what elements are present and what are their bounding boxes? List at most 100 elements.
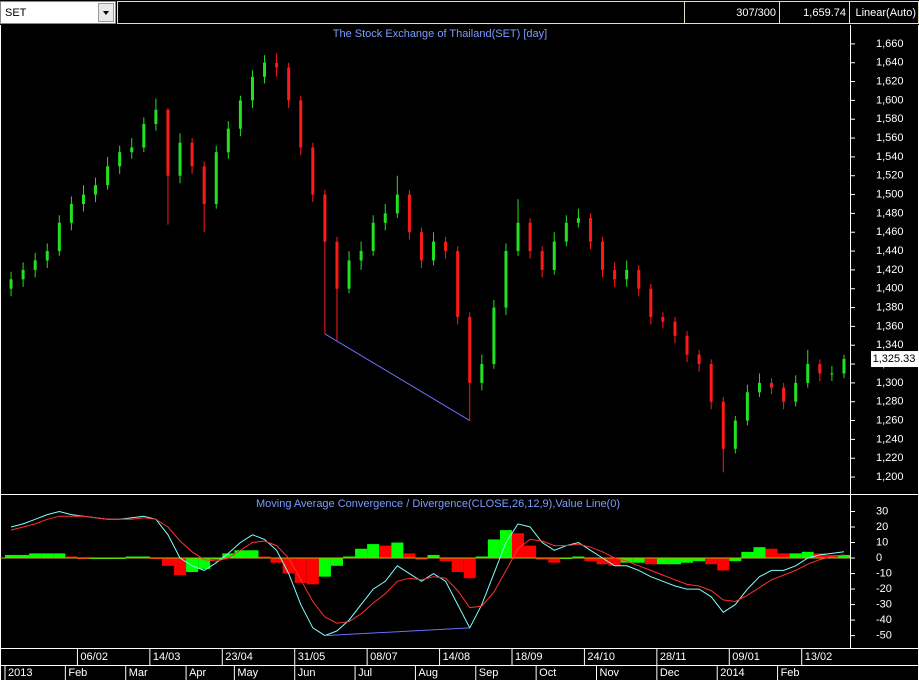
histogram-bar [512, 533, 525, 559]
header-box [117, 1, 685, 24]
histogram-bar [5, 554, 18, 559]
symbol-text[interactable]: SET [5, 7, 27, 19]
histogram-bar [246, 550, 259, 559]
candle-body [142, 123, 146, 148]
y-tick-label: 1,580 [876, 113, 904, 125]
candle-body [238, 100, 242, 129]
x-tick-label: 08/07 [370, 651, 398, 663]
x-month-label: May [237, 667, 258, 679]
histogram-bar [318, 558, 331, 577]
candle-body [407, 194, 411, 233]
candle-body [178, 142, 182, 176]
x-tick-label: 14/03 [153, 651, 181, 663]
x-month-label: Jul [358, 667, 372, 679]
histogram-bar [813, 553, 826, 559]
candle-body [45, 251, 49, 261]
candle-body [311, 147, 315, 195]
histogram-bar [330, 558, 343, 566]
histogram-bar [705, 558, 718, 565]
histogram-bar [681, 558, 694, 563]
candle-body [21, 269, 25, 280]
y-tick-label: 1,460 [876, 226, 904, 238]
histogram-bar [125, 556, 138, 559]
histogram-bar [137, 556, 150, 559]
histogram-bar [222, 553, 235, 559]
histogram-bar [282, 558, 295, 574]
y-tick-label: 1,500 [876, 188, 904, 200]
x-month-label: Sep [479, 667, 499, 679]
histogram-bar [343, 556, 356, 559]
candle-body [830, 373, 834, 375]
histogram-bar [17, 554, 30, 559]
y-tick-label: 1,260 [876, 414, 904, 426]
x-month-label: 2014 [720, 667, 744, 679]
y-tick-label: -20 [876, 583, 892, 595]
histogram-bar [161, 558, 174, 566]
candle-body [9, 279, 13, 289]
y-tick-label: 1,200 [876, 471, 904, 483]
y-tick-label: -10 [876, 567, 892, 579]
candle-body [540, 251, 544, 270]
candle-body [154, 109, 158, 124]
candle-body [456, 251, 460, 317]
x-tick-label: 06/02 [80, 651, 108, 663]
candle-body [347, 260, 351, 289]
histogram-bar [451, 558, 464, 572]
histogram-bar [717, 558, 730, 571]
histogram-bar [536, 558, 549, 560]
symbol-select[interactable] [0, 1, 116, 24]
candle-body [818, 364, 822, 374]
candle-body [637, 269, 641, 289]
macd-line [10, 510, 845, 637]
candle-body [106, 166, 110, 186]
candle-body [468, 316, 472, 383]
candle-body [432, 241, 436, 261]
y-tick-label: 1,380 [876, 301, 904, 313]
candle-body [395, 194, 399, 214]
y-tick-label: 1,400 [876, 283, 904, 295]
candle-body [721, 401, 725, 449]
x-month-label: Mar [129, 667, 148, 679]
histogram-bar [258, 556, 271, 559]
histogram-bar [729, 558, 742, 562]
divergence-line [324, 627, 470, 637]
y-tick-label: 1,240 [876, 433, 904, 445]
histogram-bar [355, 548, 368, 559]
x-tick-label: 14/08 [443, 651, 471, 663]
histogram-bar [65, 556, 78, 559]
candle-body [275, 62, 279, 68]
candle-body [263, 62, 267, 77]
histogram-bar [620, 558, 633, 563]
histogram-bar [29, 553, 42, 559]
x-month-label: Oct [539, 667, 556, 679]
histogram-bar [632, 558, 645, 563]
y-tick-label: -50 [876, 629, 892, 641]
candle-body [516, 222, 520, 252]
scale-text[interactable]: Linear(Auto) [855, 7, 916, 19]
candle-body [552, 241, 556, 270]
histogram-bar [753, 547, 766, 559]
dropdown-arrow[interactable] [103, 11, 109, 15]
candle-body [601, 241, 605, 270]
candle-body [130, 147, 134, 153]
candle-body [69, 203, 73, 223]
y-tick-label: 30 [876, 505, 888, 517]
x-tick-label: 18/09 [515, 651, 543, 663]
y-tick-label: -30 [876, 598, 892, 610]
histogram-bar [789, 553, 802, 559]
x-tick-label: 31/05 [298, 651, 326, 663]
histogram-bar [608, 558, 621, 566]
histogram-bar [198, 558, 211, 569]
candle-body [444, 241, 448, 252]
divergence-line [324, 333, 471, 421]
candle-body [94, 185, 98, 195]
candle-body [190, 142, 194, 167]
candle-body [709, 364, 713, 402]
y-tick-label: 10 [876, 536, 888, 548]
histogram-bar [765, 548, 778, 559]
histogram-bar [234, 550, 247, 559]
price-title: The Stock Exchange of Thailand(SET) [day… [333, 28, 547, 40]
histogram-bar [596, 558, 609, 565]
